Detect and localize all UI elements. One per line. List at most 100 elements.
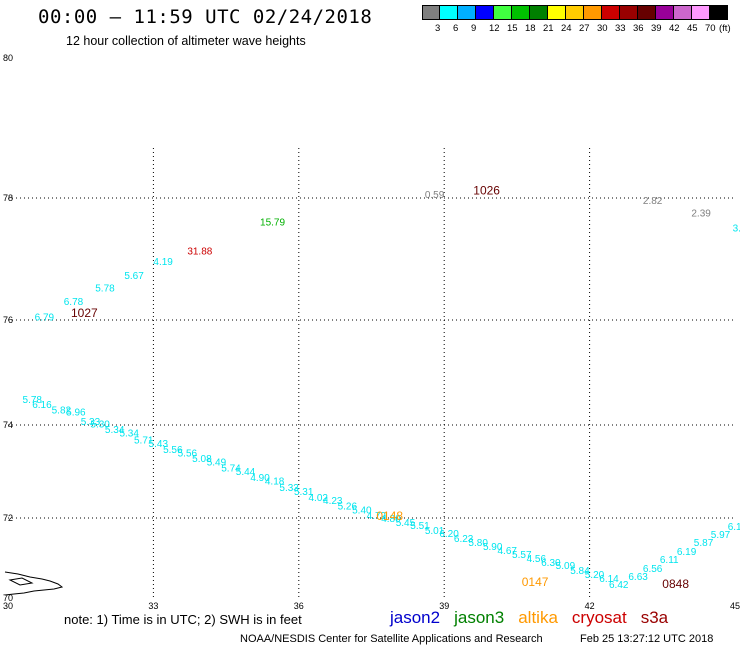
- wave-height-value: 5.56: [163, 445, 183, 456]
- longitude-label: 33: [148, 601, 158, 611]
- pass-time: 1026: [473, 184, 500, 198]
- wave-height-value: 5.56: [178, 449, 198, 460]
- legend-swatch: [476, 5, 494, 20]
- latitude-label: 70: [3, 593, 13, 603]
- satellite-jason2: jason2: [390, 608, 441, 627]
- wave-height-value: 5.34: [119, 429, 139, 440]
- wave-height-value: 5.49: [207, 457, 227, 468]
- wave-height-value: 5.97: [711, 530, 731, 541]
- legend-tick-label: 39: [651, 23, 662, 34]
- wave-height-value: 0.59: [425, 190, 445, 201]
- satellite-cryosat: cryosat: [571, 608, 627, 627]
- wave-height-value: 5.26: [338, 502, 358, 513]
- wave-height-value: 5.43: [149, 439, 169, 450]
- wave-height-value: 6.56: [643, 564, 663, 575]
- legend-swatch: [674, 5, 692, 20]
- wave-height-observations: 6.79 6.78 5.78 5.67 4.19 31.88 15.79 0.59 2.82 2.…: [23, 190, 740, 591]
- legend-tick-label: 27: [579, 23, 590, 34]
- wave-height-value: 5.40: [352, 505, 372, 516]
- legend-swatch: [584, 5, 602, 20]
- wave-height-value: 4.18: [265, 477, 285, 488]
- wave-height-value: 5.34: [105, 425, 125, 436]
- legend-swatch: [656, 5, 674, 20]
- wave-height-value: 5.82: [52, 405, 72, 416]
- wave-height-value: 6.14: [599, 574, 619, 585]
- wave-height-value: 3.4: [733, 224, 740, 235]
- legend-tick-label: 30: [597, 23, 608, 34]
- wave-height-value: 6.42: [609, 580, 629, 591]
- wave-height-value: 4.90: [250, 473, 270, 484]
- latitude-label: 80: [3, 53, 13, 63]
- coastline: [4, 571, 64, 596]
- wave-height-value: 5.45: [396, 518, 416, 529]
- wave-height-value: 5.20: [585, 570, 605, 581]
- legend-tick-label: 12: [489, 23, 500, 34]
- legend-tick-label: 70: [705, 23, 716, 34]
- wave-height-value: 5.74: [221, 464, 241, 475]
- legend-tick-label: 6: [453, 23, 459, 34]
- satellite-altika: altika: [518, 608, 558, 627]
- latitude-label: 78: [3, 193, 13, 203]
- satellite-legend: jason2 jason3 altika cryosat s3a: [390, 608, 682, 628]
- wave-height-value: 6.63: [628, 572, 648, 583]
- legend-swatch: [548, 5, 566, 20]
- wave-height-value: 6.30: [541, 558, 561, 569]
- wave-height-value: 5.78: [23, 395, 43, 406]
- wave-height-value: 5.67: [124, 271, 144, 282]
- wave-height-value: 5.30: [90, 419, 110, 430]
- legend-swatch: [710, 5, 728, 20]
- units-note: note: 1) Time is in UTC; 2) SWH is in fe…: [64, 612, 302, 627]
- wave-height-value: 5.33: [279, 483, 299, 494]
- legend-swatch: [530, 5, 548, 20]
- wave-height-value: 2.82: [643, 196, 663, 207]
- wave-height-value: 2.39: [691, 208, 711, 219]
- legend-swatch: [566, 5, 584, 20]
- legend-swatch: [692, 5, 710, 20]
- legend-swatch: [638, 5, 656, 20]
- longitude-label: 39: [439, 601, 449, 611]
- wave-height-value: 5.80: [468, 538, 488, 549]
- satellite-jason3: jason3: [454, 608, 505, 627]
- map-title: 00:00 – 11:59 UTC 02/24/2018: [38, 6, 373, 28]
- wave-height-value: 5.96: [66, 408, 86, 419]
- wave-height-value: 4.72: [367, 511, 387, 522]
- longitude-labels: 30 33 36 39 42 45: [3, 601, 740, 611]
- wave-height-value: 4.23: [323, 496, 343, 507]
- legend-swatch: [440, 5, 458, 20]
- wave-height-value: 5.71: [134, 436, 154, 447]
- wave-height-value: 5.90: [483, 542, 503, 553]
- longitude-label: 42: [585, 601, 595, 611]
- legend-swatch: [494, 5, 512, 20]
- legend-swatch: [512, 5, 530, 20]
- wave-height-value: 5.84: [570, 566, 590, 577]
- wave-height-value: 5.44: [236, 467, 256, 478]
- legend-tick-label: 45: [687, 23, 698, 34]
- wave-height-value: 5.09: [556, 561, 576, 572]
- latitude-label: 76: [3, 315, 13, 325]
- wave-height-value: 4.02: [308, 493, 328, 504]
- wave-height-value: 5.51: [410, 521, 430, 532]
- wave-height-value: 5.08: [192, 454, 212, 465]
- wave-height-value: 4.80: [381, 514, 401, 525]
- legend-tick-label: 9: [471, 23, 477, 34]
- longitude-label: 36: [294, 601, 304, 611]
- wave-height-value: 6.20: [439, 529, 459, 540]
- wave-height-value: 31.88: [187, 247, 212, 258]
- legend-tick-label: 3: [435, 23, 441, 34]
- wave-height-value: 5.33: [81, 417, 101, 428]
- wave-height-value: 4.19: [153, 257, 173, 268]
- wave-height-value: 6.11: [660, 555, 679, 566]
- wave-height-value: 6.16: [32, 400, 52, 411]
- credit-text: NOAA/NESDIS Center for Satellite Applica…: [240, 633, 543, 645]
- wave-height-value: 15.79: [260, 217, 285, 228]
- legend-tick-label: (ft): [719, 23, 731, 34]
- legend-tick-label: 36: [633, 23, 644, 34]
- longitude-label: 45: [730, 601, 740, 611]
- pass-time: 1027: [71, 306, 98, 320]
- legend-tick-label: 15: [507, 23, 518, 34]
- wave-height-value: 5.78: [95, 283, 115, 294]
- wave-height-value: 5.57: [512, 550, 532, 561]
- legend-swatch: [422, 5, 440, 20]
- wave-height-value: 6.23: [454, 534, 474, 545]
